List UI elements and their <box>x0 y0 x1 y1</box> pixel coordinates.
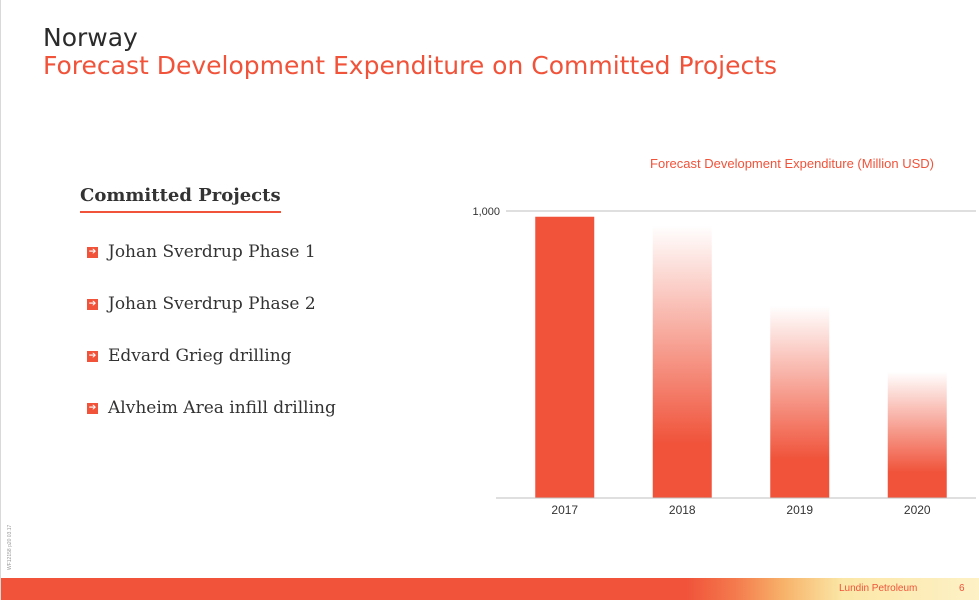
list-item: ➔ Alvheim Area infill drilling <box>87 382 336 434</box>
page-subtitle: Forecast Development Expenditure on Comm… <box>43 51 778 80</box>
projects-heading: Committed Projects <box>80 185 281 213</box>
x-tick-label: 2020 <box>904 503 931 517</box>
document-code: WF12158 p20 03.17 <box>7 524 13 570</box>
page-number: 6 <box>959 583 965 594</box>
x-tick-label: 2019 <box>786 503 813 517</box>
arrow-bullet-icon: ➔ <box>87 350 98 362</box>
bar-2020 <box>887 371 947 498</box>
project-label: Johan Sverdrup Phase 2 <box>108 294 316 314</box>
project-label: Alvheim Area infill drilling <box>108 398 336 418</box>
project-list: ➔ Johan Sverdrup Phase 1 ➔ Johan Sverdru… <box>87 226 336 434</box>
x-tick-label: 2018 <box>669 503 696 517</box>
arrow-bullet-icon: ➔ <box>87 402 98 414</box>
project-label: Edvard Grieg drilling <box>108 346 292 366</box>
expenditure-chart: Forecast Development Expenditure (Millio… <box>472 156 976 517</box>
project-label: Johan Sverdrup Phase 1 <box>108 242 316 262</box>
footer-company: Lundin Petroleum <box>839 583 918 594</box>
arrow-bullet-icon: ➔ <box>87 298 98 310</box>
bar-2018 <box>652 225 712 498</box>
bar-2017 <box>535 216 595 499</box>
bar-2019 <box>770 305 830 498</box>
footer-bar <box>1 578 979 600</box>
list-item: ➔ Johan Sverdrup Phase 2 <box>87 278 336 330</box>
list-item: ➔ Johan Sverdrup Phase 1 <box>87 226 336 278</box>
y-tick-label: 1,000 <box>472 206 500 218</box>
x-tick-label: 2017 <box>551 503 578 517</box>
chart-title: Forecast Development Expenditure (Millio… <box>650 156 934 171</box>
list-item: ➔ Edvard Grieg drilling <box>87 330 336 382</box>
arrow-bullet-icon: ➔ <box>87 246 98 258</box>
page-title: Norway <box>43 23 138 52</box>
